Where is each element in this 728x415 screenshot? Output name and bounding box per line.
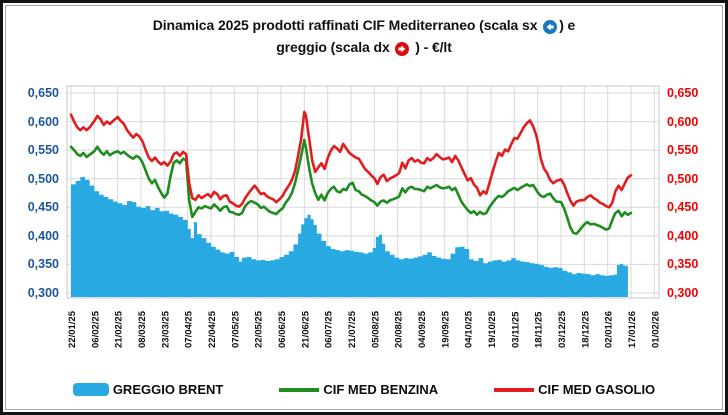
y-tick-label-right: 0,500 <box>667 171 699 186</box>
y-tick-label-right: 0,650 <box>667 86 699 100</box>
x-tick-label: 06/07/25 <box>324 310 335 348</box>
benzina-line-swatch <box>279 387 320 392</box>
x-tick-label: 03/12/25 <box>557 310 568 348</box>
x-tick-label: 21/06/25 <box>300 310 311 348</box>
x-tick-label: 23/03/25 <box>160 310 171 348</box>
y-tick-label-right: 0,450 <box>667 200 699 215</box>
legend-label-benzina: CIF MED BENZINA <box>323 382 439 397</box>
x-tick-label: 18/11/25 <box>534 311 545 348</box>
plot-border <box>66 85 660 299</box>
legend-item-benzina: CIF MED BENZINA <box>279 382 438 397</box>
title-text-3: greggio (scala dx <box>276 39 390 55</box>
x-tick-label: 04/09/25 <box>417 310 428 348</box>
legend-label-brent: GREGGIO BRENT <box>112 382 224 397</box>
brent-area-swatch <box>72 383 109 396</box>
y-tick-label-left: 0,650 <box>27 86 59 100</box>
y-tick-label-left: 0,350 <box>27 257 59 272</box>
y-tick-label-left: 0,550 <box>27 143 59 158</box>
benzina-line-series <box>69 138 633 235</box>
title-text-1: Dinamica 2025 prodotti raffinati CIF Med… <box>152 17 538 33</box>
x-tick-label: 20/08/25 <box>394 310 405 348</box>
gasolio-line-series <box>69 110 633 209</box>
x-tick-label: 21/02/25 <box>114 310 125 348</box>
x-tick-label: 07/05/25 <box>230 310 241 348</box>
y-tick-label-right: 0,400 <box>667 228 699 243</box>
x-tick-label: 22/01/25 <box>67 310 78 348</box>
chart-title: Dinamica 2025 prodotti raffinati CIF Med… <box>3 14 725 58</box>
x-tick-label: 05/08/25 <box>370 310 381 348</box>
x-tick-label: 04/10/25 <box>464 310 475 348</box>
x-tick-label: 07/04/25 <box>184 310 195 348</box>
left-arrow-icon <box>543 20 558 34</box>
brent-area-series <box>71 177 628 297</box>
gasolio-line-swatch <box>494 387 535 392</box>
x-tick-label: 22/05/25 <box>254 310 265 348</box>
chart-title-line2: greggio (scala dx ) - €/lt <box>3 36 725 58</box>
legend-item-brent: GREGGIO BRENT <box>72 382 224 397</box>
legend-label-gasolio: CIF MED GASOLIO <box>538 382 656 397</box>
x-tick-label: 21/07/25 <box>347 310 358 348</box>
y-tick-label-right: 0,350 <box>667 257 699 272</box>
chart-title-line1: Dinamica 2025 prodotti raffinati CIF Med… <box>3 14 725 36</box>
x-tick-label: 19/10/25 <box>487 310 498 348</box>
plot-area: 22/01/25 06/02/25 21/02/25 08/03/25 23/03/25… <box>66 85 661 348</box>
x-tick-label: 18/12/25 <box>580 310 591 348</box>
legend: GREGGIO BRENT CIF MED BENZINA CIF MED GA… <box>3 382 725 397</box>
title-text-4: ) - €/lt <box>415 39 452 55</box>
x-tick-label: 06/06/25 <box>277 310 288 348</box>
y-tick-label-right: 0,600 <box>667 114 699 129</box>
x-tick-label: 02/01/26 <box>604 311 615 348</box>
y-tick-label-right: 0,550 <box>667 143 699 158</box>
right-arrow-icon <box>395 42 410 56</box>
y-tick-label-left: 0,600 <box>27 114 59 129</box>
x-tick-label: 22/04/25 <box>207 310 218 348</box>
y-tick-label-left: 0,300 <box>27 286 59 300</box>
x-tick-label: 03/11/25 <box>510 311 521 348</box>
x-tick-label: 19/09/25 <box>440 310 451 348</box>
title-text-2: ) e <box>559 17 576 33</box>
x-tick-label: 17/01/26 <box>627 311 638 348</box>
y-tick-label-left: 0,400 <box>27 228 59 243</box>
x-tick-label: 06/02/25 <box>90 310 101 348</box>
y-tick-label-left: 0,500 <box>27 171 59 186</box>
x-tick-label: 01/02/26 <box>650 311 661 348</box>
x-tick-label: 08/03/25 <box>137 310 148 348</box>
y-tick-label-left: 0,450 <box>27 200 59 215</box>
y-tick-label-right: 0,300 <box>667 286 699 300</box>
legend-item-gasolio: CIF MED GASOLIO <box>494 382 655 397</box>
